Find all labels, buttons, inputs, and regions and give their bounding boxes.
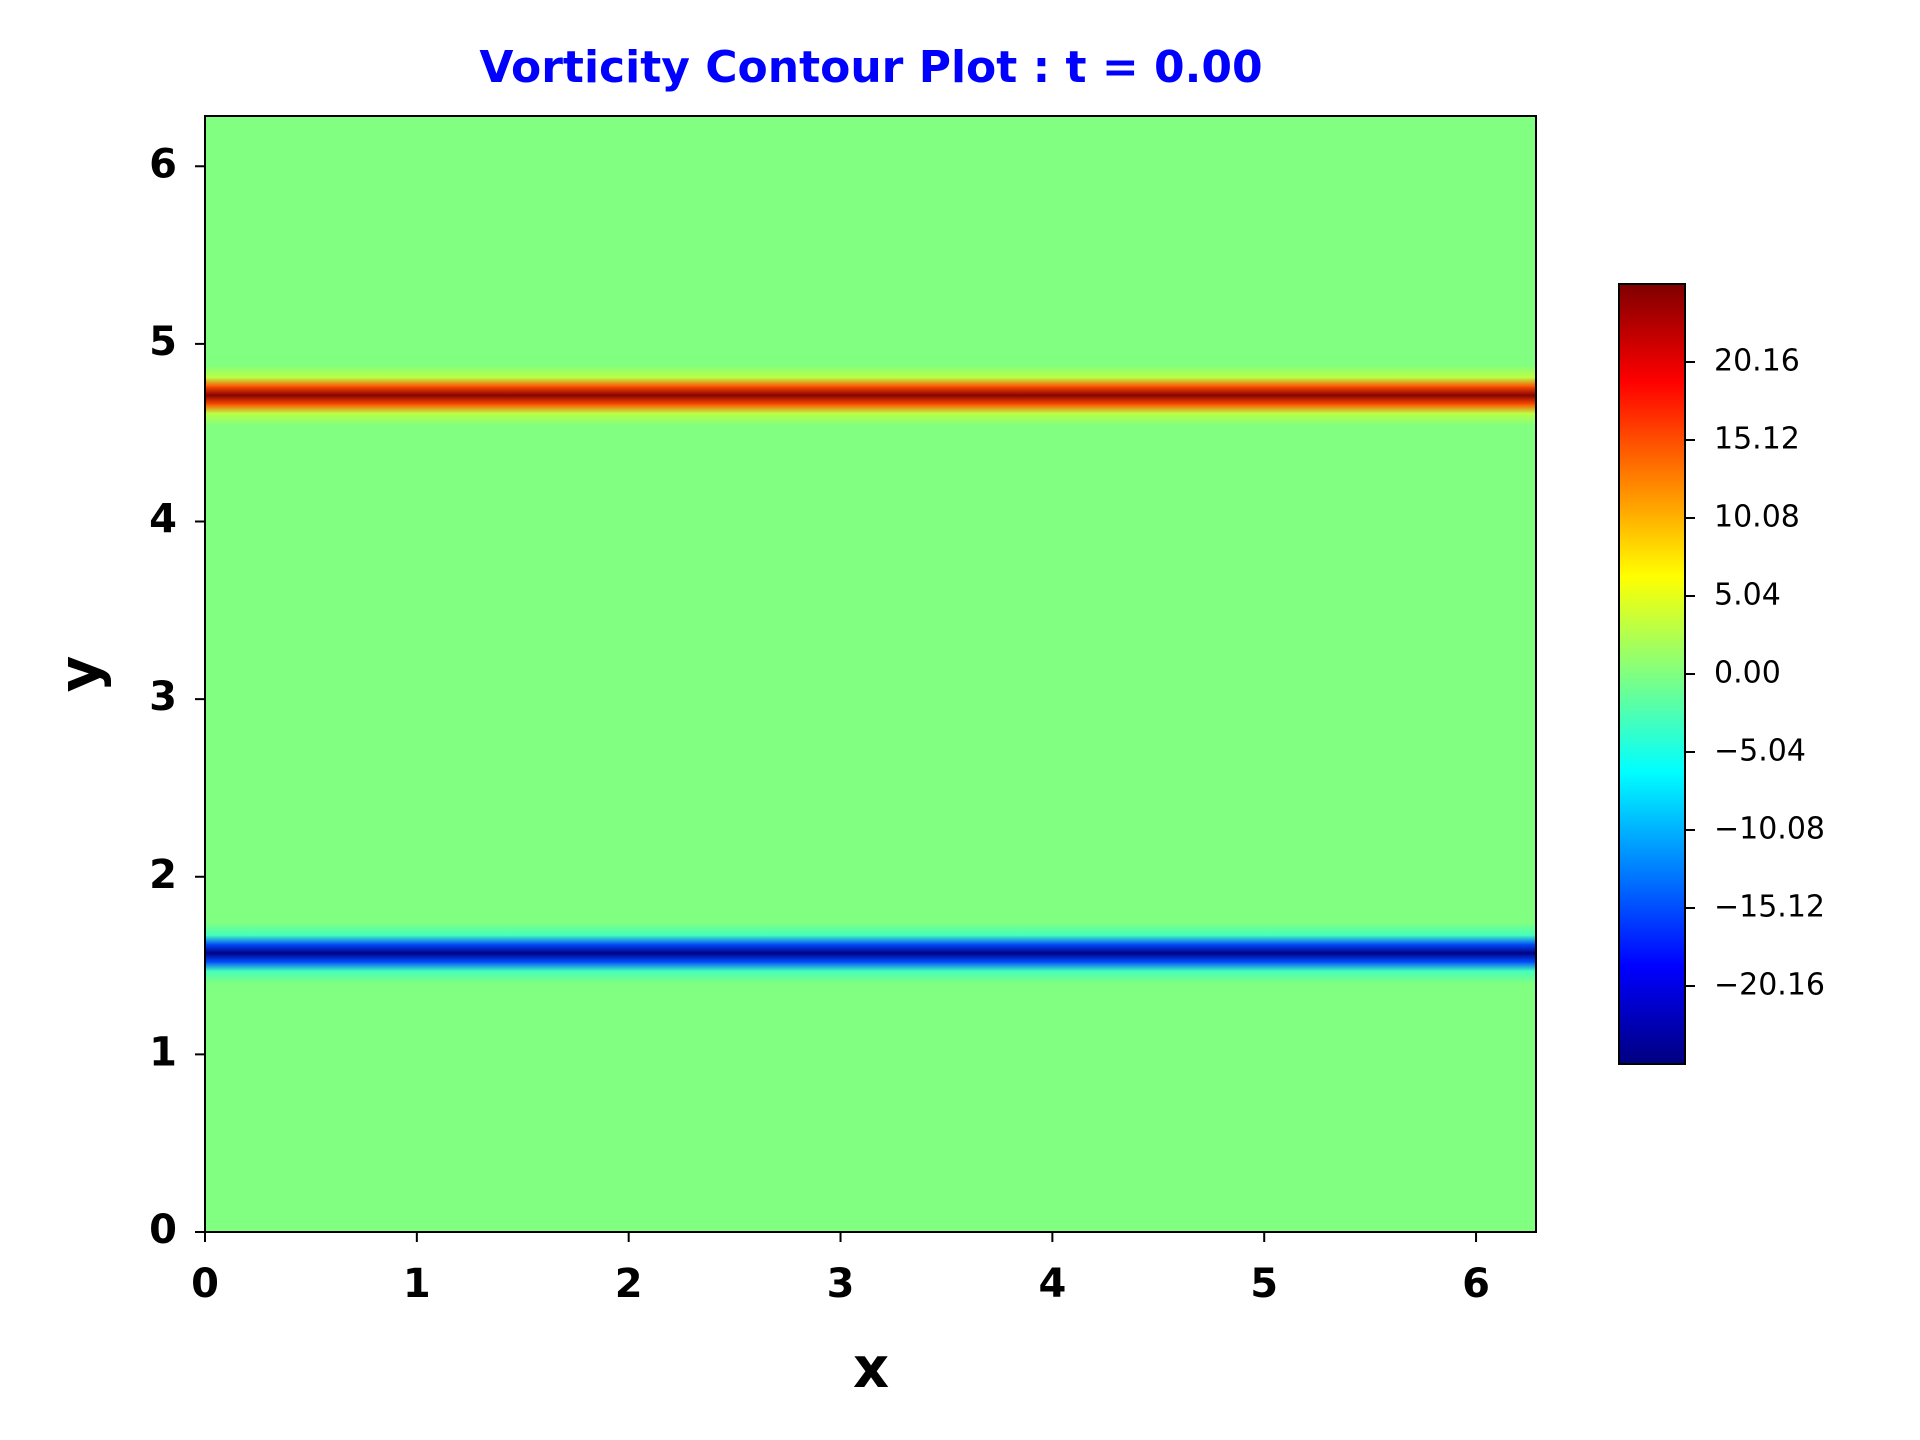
heatmap-strip <box>205 364 1536 378</box>
x-tick-label: 4 <box>1038 1261 1066 1307</box>
heatmap-strip <box>205 952 1536 963</box>
y-axis-label: y <box>48 656 113 693</box>
heatmap-strip <box>205 983 1536 1233</box>
colorbar-tick-label: −5.04 <box>1714 734 1806 769</box>
colorbar-tick-label: −15.12 <box>1714 890 1825 925</box>
heatmap-strip <box>205 386 1536 396</box>
colorbar-tick-label: 5.04 <box>1714 578 1781 613</box>
colorbar <box>1618 283 1686 1065</box>
y-tick-label: 5 <box>149 319 177 365</box>
heatmap-strip <box>205 115 1536 366</box>
x-tick-label: 6 <box>1462 1261 1490 1307</box>
heatmap-strip <box>205 395 1536 405</box>
x-axis-label: x <box>853 1336 889 1401</box>
x-tick-label: 5 <box>1250 1261 1278 1307</box>
x-tick-label: 1 <box>403 1261 431 1307</box>
heatmap-strip <box>205 935 1536 945</box>
colorbar-tick-label: 0.00 <box>1714 656 1781 691</box>
y-tick-label: 3 <box>149 674 177 720</box>
heatmap-strip <box>205 922 1536 936</box>
colorbar-tick-label: −20.16 <box>1714 968 1825 1003</box>
heatmap-strip <box>205 412 1536 426</box>
colorbar-tick-label: 20.16 <box>1714 344 1800 379</box>
heatmap-strip <box>205 403 1536 414</box>
y-tick-label: 6 <box>149 141 177 187</box>
heatmap-strip <box>205 961 1536 972</box>
x-tick-label: 2 <box>615 1261 643 1307</box>
heatmap-strip <box>205 377 1536 387</box>
x-tick-label: 3 <box>827 1261 855 1307</box>
heatmap-strip <box>205 943 1536 954</box>
chart-title: Vorticity Contour Plot : t = 0.00 <box>479 42 1262 93</box>
x-tick-label: 0 <box>191 1261 219 1307</box>
y-tick-label: 1 <box>149 1029 177 1075</box>
heatmap-strip <box>205 425 1536 924</box>
y-tick-label: 4 <box>149 497 177 543</box>
colorbar-tick-label: −10.08 <box>1714 812 1825 847</box>
heatmap-strip <box>205 970 1536 984</box>
y-tick-label: 2 <box>149 852 177 898</box>
plot-frame <box>204 115 1537 1233</box>
colorbar-tick-label: 15.12 <box>1714 422 1800 457</box>
y-tick-label: 0 <box>149 1207 177 1253</box>
colorbar-tick-label: 10.08 <box>1714 500 1800 535</box>
